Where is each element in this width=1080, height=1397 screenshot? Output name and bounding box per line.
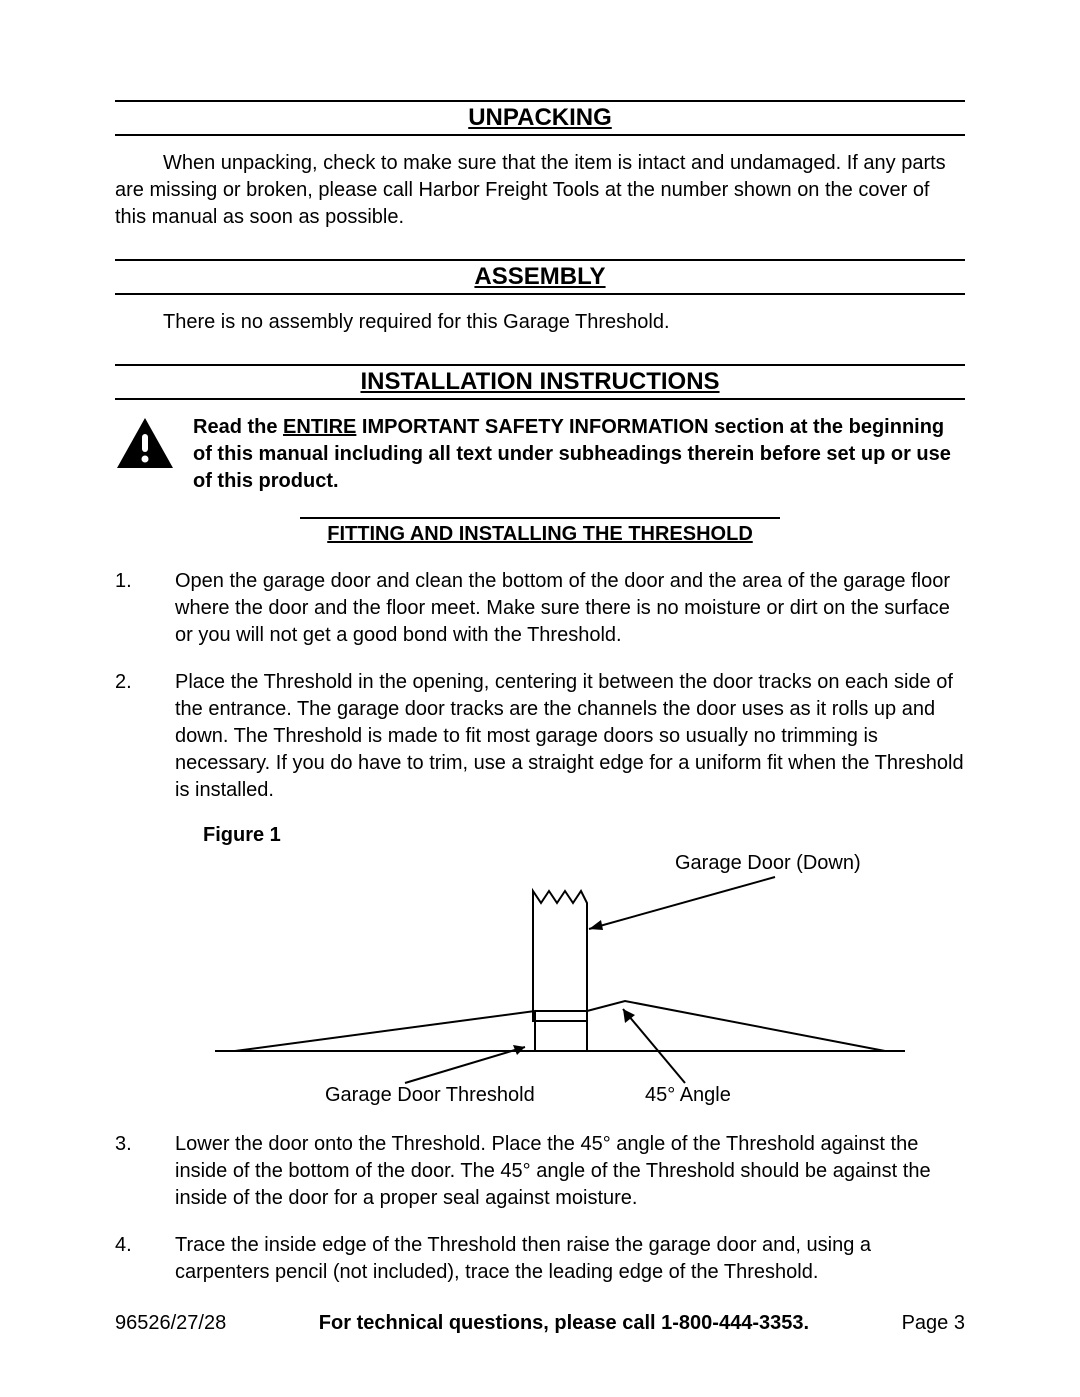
callout-angle-label: 45° Angle: [645, 1084, 731, 1106]
figure-diagram: Garage Door (Down) Garage Door Threshold: [175, 851, 915, 1111]
step-4: 4. Trace the inside edge of the Threshol…: [115, 1232, 965, 1286]
safety-warning: Read the ENTIRE IMPORTANT SAFETY INFORMA…: [115, 414, 965, 495]
garage-door-shape: [533, 891, 587, 1021]
body-unpacking: When unpacking, check to make sure that …: [115, 150, 965, 231]
step-2: 2. Place the Threshold in the opening, c…: [115, 669, 965, 804]
heading-install: INSTALLATION INSTRUCTIONS: [115, 364, 965, 400]
step-num: 2.: [115, 669, 139, 804]
heading-unpacking: UNPACKING: [115, 100, 965, 136]
footer-support: For technical questions, please call 1-8…: [319, 1312, 809, 1335]
step-3: 3. Lower the door onto the Threshold. Pl…: [115, 1131, 965, 1212]
footer-sku: 96526/27/28: [115, 1312, 226, 1335]
step-text: Place the Threshold in the opening, cent…: [175, 669, 965, 804]
warning-icon: [115, 416, 175, 475]
footer-page: Page 3: [902, 1312, 965, 1335]
step-1: 1. Open the garage door and clean the bo…: [115, 568, 965, 649]
subheading-fitting: FITTING AND INSTALLING THE THRESHOLD: [300, 517, 780, 546]
step-num: 4.: [115, 1232, 139, 1286]
step-text: Trace the inside edge of the Threshold t…: [175, 1232, 965, 1286]
callout-door-label: Garage Door (Down): [675, 852, 861, 874]
warning-text: Read the ENTIRE IMPORTANT SAFETY INFORMA…: [193, 414, 965, 495]
threshold-shape: [215, 1001, 905, 1051]
page-footer: 96526/27/28 For technical questions, ple…: [115, 1312, 965, 1335]
step-num: 1.: [115, 568, 139, 649]
step-text: Open the garage door and clean the botto…: [175, 568, 965, 649]
warning-entire: ENTIRE: [283, 416, 356, 438]
step-text: Lower the door onto the Threshold. Place…: [175, 1131, 965, 1212]
figure-label: Figure 1: [203, 824, 965, 847]
step-num: 3.: [115, 1131, 139, 1212]
figure-1: Figure 1 Garage Door (Down) Garage Door …: [175, 824, 965, 1111]
body-assembly: There is no assembly required for this G…: [115, 309, 965, 336]
callout-threshold-label: Garage Door Threshold: [325, 1084, 535, 1106]
heading-assembly: ASSEMBLY: [115, 259, 965, 295]
warning-pre: Read the: [193, 416, 283, 438]
